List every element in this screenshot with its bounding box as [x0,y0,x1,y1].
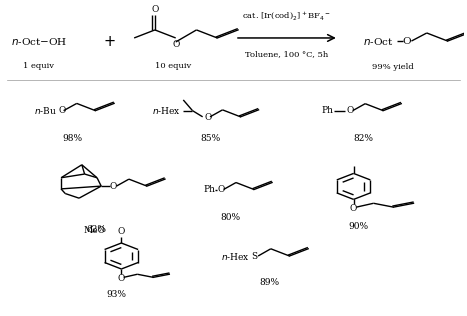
Text: Ph: Ph [322,106,334,115]
Text: 89%: 89% [260,278,280,287]
Text: 99% yield: 99% yield [372,63,414,71]
Text: S: S [252,252,258,260]
Text: 90%: 90% [348,222,368,231]
Text: O: O [151,5,159,14]
Text: 98%: 98% [62,134,82,143]
Text: O: O [118,274,125,283]
Text: $n$-Hex: $n$-Hex [152,105,181,116]
Text: 62%: 62% [87,225,106,234]
Text: Toluene, 100 °C, 5h: Toluene, 100 °C, 5h [245,50,328,58]
Text: 85%: 85% [200,134,220,143]
Text: $n$-Bu: $n$-Bu [34,105,57,116]
Text: O: O [346,106,354,115]
Text: 82%: 82% [354,134,374,143]
Text: +: + [103,33,115,49]
Text: O: O [58,106,65,115]
Text: 80%: 80% [220,213,240,222]
Text: $n$-Oct$-$OH: $n$-Oct$-$OH [11,36,67,46]
Text: O: O [403,37,411,46]
Text: O: O [350,204,357,213]
Text: MeO: MeO [83,226,105,235]
Text: O: O [110,182,117,191]
Text: O: O [118,227,125,236]
Text: O: O [172,40,179,49]
Text: Ph: Ph [203,185,215,194]
Text: O: O [204,113,212,122]
Text: $n$-Hex: $n$-Hex [221,251,250,262]
Text: cat. [Ir(cod)$_2$]$^+$BF$_4$$^-$: cat. [Ir(cod)$_2$]$^+$BF$_4$$^-$ [242,10,332,22]
Text: $n$-Oct: $n$-Oct [363,36,394,46]
Text: O: O [217,185,225,194]
Text: 1 equiv: 1 equiv [22,62,54,70]
Text: 10 equiv: 10 equiv [155,62,191,70]
Text: 93%: 93% [106,290,127,299]
